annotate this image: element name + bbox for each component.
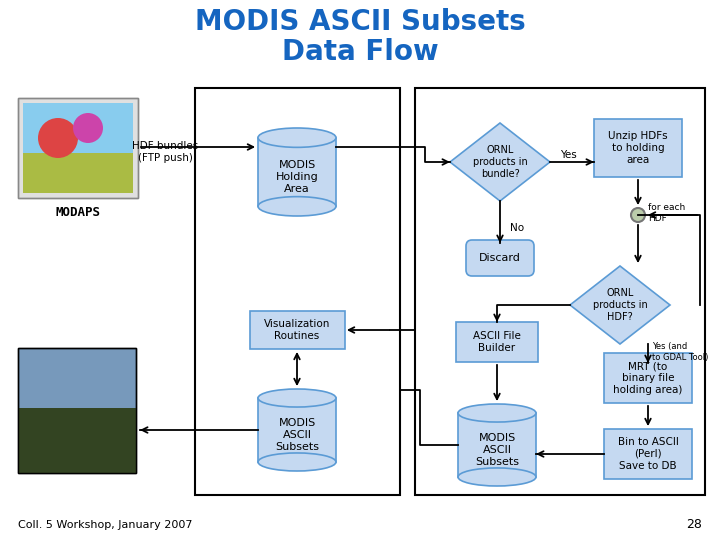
Bar bbox=[18, 348, 136, 473]
Text: Yes: Yes bbox=[559, 150, 577, 160]
Text: MODIS
Holding
Area: MODIS Holding Area bbox=[276, 160, 318, 194]
Text: Discard: Discard bbox=[479, 253, 521, 263]
Bar bbox=[18, 98, 138, 198]
Text: MODIS
ASCII
Subsets: MODIS ASCII Subsets bbox=[475, 434, 519, 467]
Bar bbox=[458, 413, 536, 477]
Polygon shape bbox=[570, 266, 670, 344]
Text: Data Flow: Data Flow bbox=[282, 38, 438, 66]
Bar bbox=[23, 103, 133, 193]
Bar bbox=[23, 153, 133, 193]
Text: MODAPS: MODAPS bbox=[55, 206, 101, 219]
Text: MRT (to
binary file
holding area): MRT (to binary file holding area) bbox=[613, 361, 683, 395]
Text: No: No bbox=[510, 223, 524, 233]
Text: for each
HDF: for each HDF bbox=[648, 203, 685, 222]
Text: Yes (and
to GDAL Tool): Yes (and to GDAL Tool) bbox=[652, 342, 708, 362]
Text: HDF bundles
(FTP push): HDF bundles (FTP push) bbox=[132, 141, 198, 163]
Text: 28: 28 bbox=[686, 518, 702, 531]
Bar bbox=[18, 408, 136, 473]
Polygon shape bbox=[450, 123, 550, 201]
Bar bbox=[250, 311, 344, 349]
Text: ORNL
products in
HDF?: ORNL products in HDF? bbox=[593, 288, 647, 322]
Bar bbox=[18, 348, 136, 473]
Circle shape bbox=[38, 118, 78, 158]
Bar bbox=[18, 98, 138, 198]
Ellipse shape bbox=[458, 468, 536, 486]
Text: Coll. 5 Workshop, January 2007: Coll. 5 Workshop, January 2007 bbox=[18, 520, 192, 530]
Bar bbox=[604, 429, 692, 479]
Text: Visualization
Routines: Visualization Routines bbox=[264, 319, 330, 341]
Ellipse shape bbox=[458, 404, 536, 422]
Bar bbox=[594, 119, 682, 177]
Ellipse shape bbox=[258, 128, 336, 147]
Text: MODIS
ASCII
Subsets: MODIS ASCII Subsets bbox=[275, 418, 319, 451]
Text: Unzip HDFs
to holding
area: Unzip HDFs to holding area bbox=[608, 131, 668, 165]
Ellipse shape bbox=[258, 389, 336, 407]
Bar bbox=[456, 322, 538, 362]
Bar bbox=[195, 88, 400, 495]
Bar bbox=[258, 138, 336, 206]
Circle shape bbox=[73, 113, 103, 143]
Ellipse shape bbox=[258, 197, 336, 216]
Text: ASCII File
Builder: ASCII File Builder bbox=[473, 331, 521, 353]
Text: Bin to ASCII
(Perl)
Save to DB: Bin to ASCII (Perl) Save to DB bbox=[618, 437, 678, 470]
Circle shape bbox=[631, 208, 645, 222]
Text: ORNL
products in
bundle?: ORNL products in bundle? bbox=[472, 145, 527, 179]
Ellipse shape bbox=[258, 453, 336, 471]
FancyBboxPatch shape bbox=[466, 240, 534, 276]
Text: MODIS ASCII Subsets: MODIS ASCII Subsets bbox=[194, 8, 526, 36]
Bar bbox=[415, 88, 705, 495]
Bar bbox=[258, 398, 336, 462]
Bar bbox=[604, 353, 692, 403]
